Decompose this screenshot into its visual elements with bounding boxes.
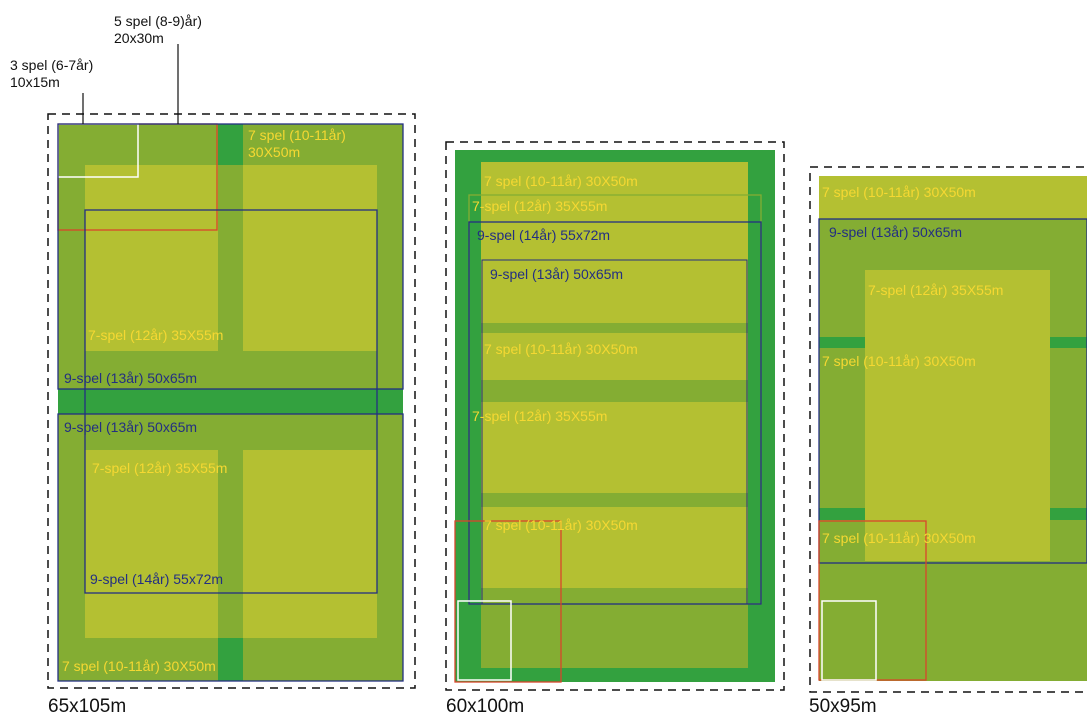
field-b-3-spel-field [457,600,512,681]
field-a-9-spel-14-label: 9-spel (14år) 55x72m [90,571,224,587]
field-c-band-upper-right [1050,337,1087,348]
field-a-9-spel-13-lower-label: 9-spel (13år) 50x65m [64,419,198,435]
field-c-band-lower-left [819,508,865,520]
field-a-9-spel-13-upper-label: 9-spel (13år) 50x65m [64,370,198,386]
field-a-7-spel-12-lower-label: 7-spel (12år) 35X55m [92,460,228,476]
field-b-7-spel-label-2: 7 spel (10-11år) 30X50m [484,341,638,357]
field-b-7-area-3 [481,402,748,493]
field-c-band-lower-right [1050,508,1087,520]
field-c-7-spel-label-2: 7 spel (10-11år) 30X50m [822,353,976,369]
field-a-horizontal-band [58,389,403,414]
field-c-top-7-area [819,176,1087,219]
three-spel-label-line1: 3 spel (6-7år) [10,57,94,73]
field-c-middle-7-area [865,270,1050,561]
field-a-7-spel-top-line2: 30X50m [248,144,301,160]
field-a-9-spel-13-lower-field [57,413,404,682]
field-b-7-area-1 [481,162,748,323]
field-c-7-spel-12-label: 7-spel (12år) 35X55m [868,282,1004,298]
field-b-outer-dashed-border [445,141,785,691]
field-b-band-upper-left [469,380,481,402]
five-spel-label-line1: 5 spel (8-9)år) [114,13,202,29]
field-b-5-spel-field [454,520,562,683]
field-c-7-spel-label-3: 7 spel (10-11år) 30X50m [822,530,976,546]
field-b-9-spel-13-field [481,259,748,605]
field-b-9-spel-13-label: 9-spel (13år) 50x65m [490,266,624,282]
field-c-9-spel-13-label: 9-spel (13år) 50x65m [829,224,963,240]
field-a-9-spel-14-field [84,209,378,594]
field-a-outer-dashed-border [47,113,416,689]
field-a-vertical-strip-lower [218,450,243,638]
field-b-band-upper [469,380,761,402]
field-a-7-spel-12-upper-label: 7-spel (12år) 35X55m [88,327,224,343]
field-b [445,141,785,691]
field-c-3-spel-field [821,600,877,681]
field-a-dimension: 65x105m [48,696,127,717]
field-c [809,166,1087,693]
field-b-7-spel-label-3: 7 spel (10-11år) 30X50m [484,517,638,533]
five-spel-label-line2: 20x30m [114,30,164,46]
field-b-7-area-2 [481,333,748,380]
field-c-band-upper-left [819,337,865,348]
field-c-7-spel-label-1: 7 spel (10-11år) 30X50m [822,184,976,200]
field-a-9-spel-13-upper-field [57,123,404,390]
field-b-7-spel-12-label-2: 7-spel (12år) 35X55m [472,408,608,424]
field-a [47,44,416,689]
field-c-dimension: 50x95m [809,696,877,717]
three-spel-label-line2: 10x15m [10,74,60,90]
field-a-7-spel-bottom-label: 7 spel (10-11år) 30X50m [62,658,216,674]
field-b-9-spel-14-label: 9-spel (14år) 55x72m [477,227,611,243]
field-c-outer-dashed-border [809,166,1087,693]
field-b-dimension: 60x100m [446,696,525,717]
field-a-7-spel-top-line1: 7 spel (10-11år) [248,127,346,143]
field-b-band-upper-right [748,380,761,402]
field-a-vertical-strip-upper [218,165,243,351]
field-b-7-spel-12-label-1: 7-spel (12år) 35X55m [472,198,608,214]
field-a-vertical-strip-bottom [218,638,243,681]
field-c-9-spel-13-field [818,218,1087,564]
field-b-7-spel-label-1: 7 spel (10-11år) 30X50m [484,173,638,189]
field-a-vertical-strip-top [218,124,243,165]
